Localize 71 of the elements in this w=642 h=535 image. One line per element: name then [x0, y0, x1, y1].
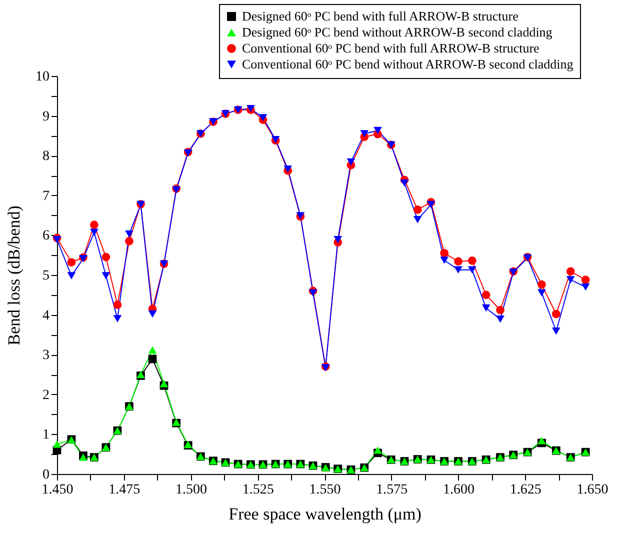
legend-label: Designed 60ᵒ PC bend with full ARROW-B structure	[242, 8, 519, 24]
y-tick-label: 6	[42, 228, 50, 244]
point	[102, 272, 110, 280]
point	[360, 130, 369, 138]
x-tick-label: 1.450	[42, 482, 74, 498]
point	[468, 256, 476, 265]
point	[90, 220, 98, 230]
point	[113, 315, 122, 322]
point	[538, 436, 546, 444]
y-tick-label: 1	[42, 428, 50, 443]
point	[496, 316, 504, 323]
point	[440, 256, 449, 264]
x-tick-label: 1.625	[510, 482, 542, 498]
y-tick-label: 0	[42, 468, 50, 482]
x-tick-label: 1.475	[108, 482, 140, 498]
point	[258, 114, 268, 122]
point	[308, 289, 318, 297]
point	[581, 283, 590, 291]
y-tick-label: 9	[42, 109, 50, 124]
y-tick-label: 4	[42, 308, 50, 324]
point	[148, 354, 157, 364]
point	[160, 380, 168, 388]
point	[581, 276, 590, 284]
legend-label: Conventional 60ᵒ PC bend with full ARROW-B structure	[242, 40, 540, 56]
point	[566, 276, 575, 284]
point	[454, 266, 462, 274]
point	[374, 126, 382, 134]
point	[482, 290, 490, 300]
y-tick-label: 2	[42, 388, 50, 403]
point	[454, 257, 462, 266]
y-tick-label: 5	[42, 268, 50, 284]
point	[67, 258, 76, 266]
point	[538, 280, 546, 289]
y-tick-label: 10	[36, 70, 50, 84]
point	[496, 306, 504, 314]
y-axis-title: Bend loss (dB/bend)	[4, 206, 24, 346]
point	[426, 200, 436, 208]
x-tick-label: 1.575	[376, 482, 408, 498]
point	[334, 236, 342, 244]
point	[90, 228, 98, 236]
point	[552, 327, 560, 335]
y-tick-label: 7	[42, 188, 50, 204]
point	[52, 440, 62, 448]
x-tick-label: 1.650	[576, 482, 608, 498]
point	[346, 158, 356, 166]
point	[482, 304, 490, 312]
x-tick-label: 1.600	[443, 482, 474, 498]
point	[148, 346, 157, 354]
point	[67, 272, 76, 280]
x-tick-label: 1.550	[309, 482, 341, 498]
point	[413, 216, 422, 224]
point	[468, 266, 476, 274]
legend-label: Designed 60ᵒ PC bend without ARROW-B second cladding	[242, 24, 553, 40]
legend-label: Conventional 60ᵒ PC bend without ARROW-B second cladding	[242, 56, 574, 72]
point	[374, 446, 382, 454]
point	[102, 252, 110, 262]
point	[413, 206, 422, 214]
point	[125, 236, 134, 246]
x-tick-label: 1.525	[242, 482, 274, 498]
y-tick-label: 3	[42, 348, 50, 364]
point	[440, 248, 449, 258]
point	[538, 289, 546, 297]
point	[400, 179, 409, 187]
point	[125, 230, 134, 238]
x-tick-label: 1.500	[176, 482, 207, 498]
point	[552, 310, 560, 318]
y-tick-label: 8	[42, 149, 50, 164]
x-axis-title: Free space wavelength (μm)	[228, 504, 422, 524]
point	[148, 310, 157, 318]
point	[566, 267, 575, 276]
point	[113, 300, 122, 310]
